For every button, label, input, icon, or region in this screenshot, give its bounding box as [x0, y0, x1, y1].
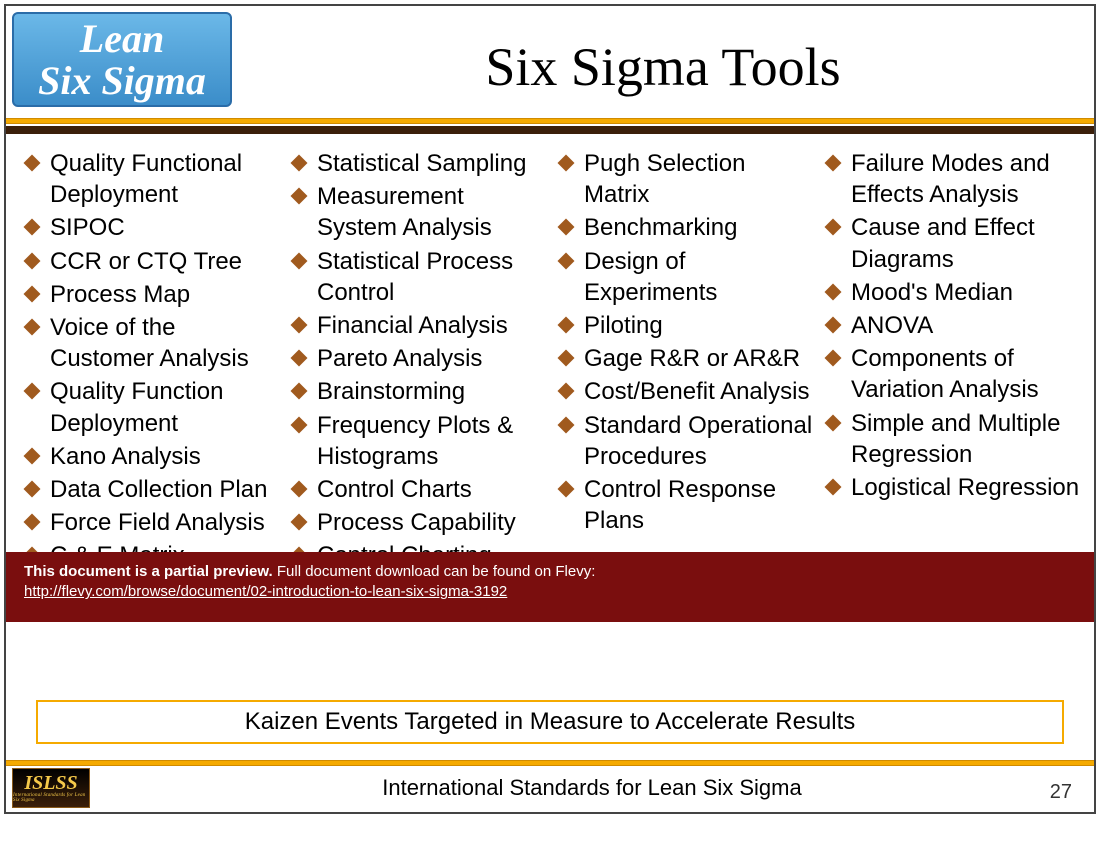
- list-item: Design of Experiments: [554, 246, 813, 308]
- list-item: Voice of the Customer Analysis: [20, 312, 279, 374]
- islss-logo: ISLSS International Standards for Lean S…: [12, 768, 90, 808]
- bottom-banner-text: Kaizen Events Targeted in Measure to Acc…: [245, 708, 856, 736]
- logo-line1: Lean: [80, 18, 164, 60]
- slide: Lean Six Sigma Six Sigma Tools Quality F…: [4, 4, 1096, 814]
- islss-small: International Standards for Lean Six Sig…: [13, 793, 89, 803]
- list-item: Quality Functional Deployment: [20, 148, 279, 210]
- list-item: Kano Analysis: [20, 441, 279, 472]
- footer-content: ISLSS International Standards for Lean S…: [6, 766, 1094, 810]
- bottom-banner: Kaizen Events Targeted in Measure to Acc…: [36, 700, 1064, 744]
- footer: ISLSS International Standards for Lean S…: [6, 760, 1094, 812]
- lean-six-sigma-logo: Lean Six Sigma: [12, 12, 232, 107]
- footer-title: International Standards for Lean Six Sig…: [90, 775, 1094, 801]
- list-item: Logistical Regression: [821, 472, 1080, 503]
- preview-bold: This document is a partial preview.: [24, 563, 273, 580]
- logo-line2: Six Sigma: [38, 60, 206, 102]
- list-item: Force Field Analysis: [20, 507, 279, 538]
- list-item: Benchmarking: [554, 212, 813, 243]
- list-item: Cost/Benefit Analysis: [554, 376, 813, 407]
- list-item: CCR or CTQ Tree: [20, 246, 279, 277]
- preview-link[interactable]: http://flevy.com/browse/document/02-intr…: [24, 583, 507, 600]
- list-item: Measurement System Analysis: [287, 181, 546, 243]
- list-item: Pareto Analysis: [287, 343, 546, 374]
- divider-dark: [6, 126, 1094, 134]
- islss-big: ISLSS: [24, 773, 77, 793]
- list-item: Frequency Plots & Histograms: [287, 410, 546, 472]
- list-item: Components of Variation Analysis: [821, 343, 1080, 405]
- list-item: Statistical Process Control: [287, 246, 546, 308]
- list-item: Quality Function Deployment: [20, 376, 279, 438]
- list-item: Standard Operational Procedures: [554, 410, 813, 472]
- list-item: Statistical Sampling: [287, 148, 546, 179]
- preview-rest: Full document download can be found on F…: [273, 563, 596, 580]
- list-item: Process Map: [20, 279, 279, 310]
- list-item: Brainstorming: [287, 376, 546, 407]
- list-item: Mood's Median: [821, 277, 1080, 308]
- list-item: Control Response Plans: [554, 474, 813, 536]
- page-number: 27: [1050, 781, 1072, 804]
- list-item: Simple and Multiple Regression: [821, 408, 1080, 470]
- page-title: Six Sigma Tools: [232, 6, 1094, 98]
- list-item: Gage R&R or AR&R: [554, 343, 813, 374]
- list-item: Data Collection Plan: [20, 474, 279, 505]
- divider-gold: [6, 118, 1094, 124]
- header-row: Lean Six Sigma Six Sigma Tools: [6, 6, 1094, 116]
- list-item: Process Capability: [287, 507, 546, 538]
- list-item: Pugh Selection Matrix: [554, 148, 813, 210]
- list-item: ANOVA: [821, 310, 1080, 341]
- list-item: Control Charts: [287, 474, 546, 505]
- list-item: Cause and Effect Diagrams: [821, 212, 1080, 274]
- list-item: SIPOC: [20, 212, 279, 243]
- preview-banner: This document is a partial preview. Full…: [6, 552, 1094, 622]
- list-item: Failure Modes and Effects Analysis: [821, 148, 1080, 210]
- list-item: Financial Analysis: [287, 310, 546, 341]
- list-item: Piloting: [554, 310, 813, 341]
